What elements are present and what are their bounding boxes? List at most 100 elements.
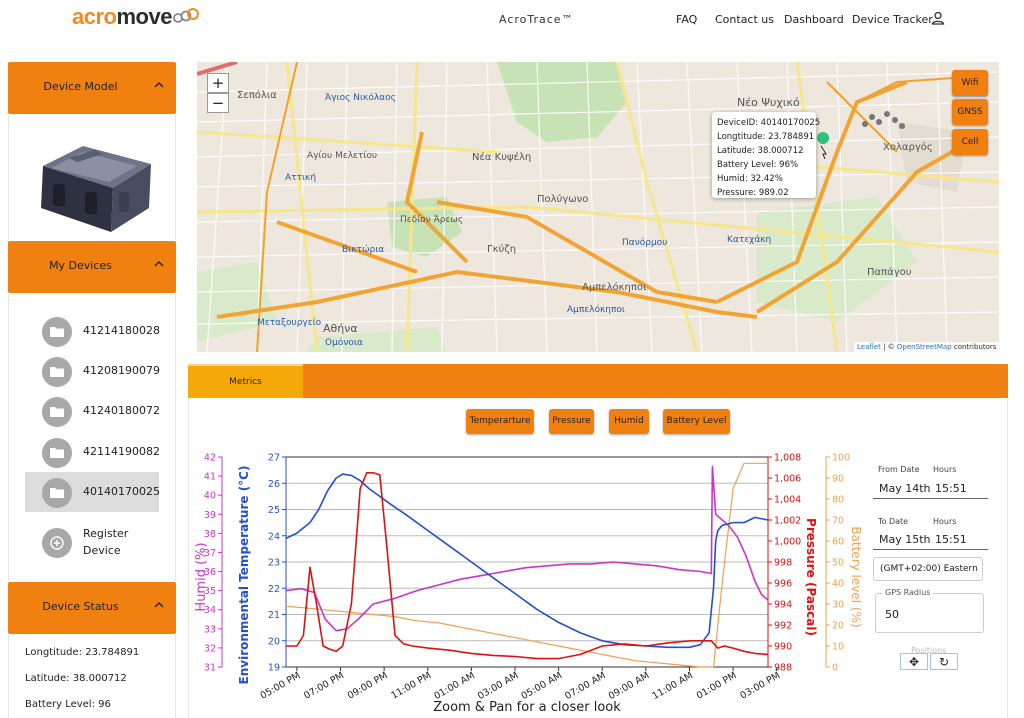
tooltip-device-id: DeviceID: 40140170025 — [717, 118, 821, 128]
humid-axis-tick-label: 41 — [204, 472, 216, 483]
pressure-axis-title: Pressure (Pascal) — [804, 518, 818, 636]
from-time-input[interactable]: 15:51 — [935, 482, 967, 495]
map-view[interactable]: Νέο Ψυχικό Νέα Κυψέλη Πολύγωνο Γκύζη Αμπ… — [197, 62, 999, 352]
pressure-axis-tick-label: 1,000 — [774, 537, 801, 548]
x-tick-label: 09:00 PM — [346, 670, 390, 702]
add-icon — [42, 528, 72, 558]
battery-level-button[interactable]: Battery Level — [663, 409, 730, 434]
humid-axis-tick-label: 31 — [204, 663, 216, 674]
svg-text:Αμπελόκηποι: Αμπελόκηποι — [582, 281, 647, 293]
humid-series-line — [285, 465, 769, 632]
tooltip-pressure: Pressure: 989.02 — [717, 188, 789, 198]
wifi-layer-button[interactable]: Wifi — [952, 70, 988, 96]
cell-layer-button[interactable]: Cell — [952, 129, 988, 155]
reset-zoom-icon[interactable]: ↻ — [930, 653, 958, 670]
battery-series-line — [285, 462, 768, 668]
humid-axis-tick-label: 33 — [204, 624, 216, 635]
battery-axis-tick-label: 80 — [832, 495, 844, 506]
x-tick-label: 01:00 PM — [695, 670, 739, 702]
nav-faq[interactable]: FAQ — [676, 13, 698, 26]
tab-metrics-label: Metrics — [229, 377, 262, 387]
top-header: acromove AcroTrace™ FAQ Contact us Dashb… — [0, 0, 1024, 44]
device-item[interactable]: 41240180072 — [25, 391, 160, 431]
to-date-input[interactable]: May 15th — [879, 533, 931, 546]
battery-axis-tick-label: 20 — [832, 621, 844, 632]
device-model-title: Device Model — [43, 80, 118, 93]
folder-icon — [42, 438, 72, 468]
zoom-out-button[interactable]: − — [207, 93, 229, 113]
svg-text:Χολαργός: Χολαργός — [883, 141, 933, 153]
svg-text:Αμπελόκηποι: Αμπελόκηποι — [567, 304, 625, 315]
from-date-input[interactable]: May 14th — [879, 482, 931, 495]
svg-text:Άγιος Νικόλαος: Άγιος Νικόλαος — [325, 92, 396, 103]
my-devices-header[interactable]: My Devices — [8, 241, 176, 293]
humid-axis-tick-label: 37 — [204, 548, 216, 559]
device-item[interactable]: 41214180028 — [25, 311, 160, 351]
device-status-title: Device Status — [42, 600, 119, 613]
pressure-button[interactable]: Pressure — [549, 409, 594, 434]
map-tiles: Νέο Ψυχικό Νέα Κυψέλη Πολύγωνο Γκύζη Αμπ… — [197, 62, 999, 352]
to-date-label: To Date — [878, 517, 909, 526]
chevron-up-icon[interactable] — [154, 260, 164, 267]
svg-text:Ομόνοια: Ομόνοια — [325, 337, 363, 348]
app-title: AcroTrace™ — [499, 13, 574, 26]
status-battery: Battery Level: 96 — [25, 699, 111, 710]
register-device-button[interactable]: Register Device — [25, 524, 159, 562]
brand-logo[interactable]: acromove — [72, 4, 172, 30]
device-tooltip: DeviceID: 40140170025 Longtitude: 23.784… — [712, 112, 821, 198]
pressure-axis-tick-label: 990 — [774, 642, 792, 653]
pressure-axis-tick-label: 1,008 — [774, 453, 801, 464]
device-status-header[interactable]: Device Status — [8, 582, 176, 634]
svg-text:Αθήνα: Αθήνα — [323, 322, 358, 335]
timezone-select[interactable]: (GMT+02:00) Eastern — [873, 557, 983, 581]
tab-metrics[interactable]: Metrics — [188, 364, 303, 398]
leaflet-link[interactable]: Leaflet — [857, 343, 881, 351]
pan-icon[interactable]: ✥ — [900, 653, 928, 670]
chart-axis-titles: Humid (%) Environmental Temperature (°C)… — [194, 466, 863, 715]
x-tick-label: 09:00 AM — [607, 670, 652, 702]
pressure-axis-tick-label: 996 — [774, 579, 792, 590]
status-latitude: Latitude: 38.000712 — [25, 673, 127, 684]
nav-device-tracker[interactable]: Device Tracker — [852, 13, 933, 26]
humid-axis-tick-label: 34 — [204, 605, 216, 616]
chevron-up-icon[interactable] — [154, 81, 164, 88]
gps-radius-value[interactable]: 50 — [885, 608, 899, 621]
svg-text:Μεταξουργείο: Μεταξουργείο — [257, 318, 322, 328]
device-id-label: 41240180072 — [83, 404, 160, 417]
zoom-in-button[interactable]: + — [207, 73, 229, 93]
gnss-layer-button[interactable]: GNSS — [952, 99, 988, 125]
battery-axis-tick-label: 70 — [832, 516, 844, 527]
device-item[interactable]: 41208190079 — [25, 351, 160, 391]
osm-link[interactable]: OpenStreetMap — [896, 343, 952, 351]
pressure-axis-tick-label: 988 — [774, 663, 792, 674]
humid-button[interactable]: Humid — [609, 409, 649, 434]
x-tick-label: 05:00 PM — [259, 670, 303, 702]
svg-text:Νέα Κυψέλη: Νέα Κυψέλη — [472, 151, 531, 163]
battery-axis-title: Battery level (%) — [849, 526, 863, 627]
chart-lines — [285, 462, 769, 668]
device-item-selected[interactable]: 40140170025 — [25, 472, 160, 512]
battery-axis-tick-label: 10 — [832, 642, 844, 653]
pressure-axis-tick-label: 992 — [774, 621, 792, 632]
device-model-panel — [8, 114, 176, 240]
metrics-chart[interactable]: 31 32 33 34 35 36 37 38 39 40 41 42 19 20 21 22 23 24 25 26… — [190, 440, 870, 718]
battery-axis-tick-label: 40 — [832, 579, 844, 590]
nav-contact[interactable]: Contact us — [715, 13, 774, 26]
folder-icon — [42, 397, 72, 427]
svg-text:Σεπόλια: Σεπόλια — [237, 89, 277, 101]
to-time-input[interactable]: 15:51 — [935, 533, 967, 546]
device-item[interactable]: 42114190082 — [25, 432, 160, 472]
logo-rings-icon — [173, 8, 199, 23]
metrics-panel — [188, 398, 1008, 718]
humid-axis-tick-label: 36 — [204, 567, 216, 578]
battery-axis-tick-label: 60 — [832, 537, 844, 548]
temperature-axis-tick-label: 23 — [268, 558, 280, 569]
user-icon[interactable] — [931, 11, 945, 25]
chevron-up-icon[interactable] — [154, 601, 164, 608]
device-model-header[interactable]: Device Model — [8, 62, 176, 114]
battery-axis-tick-label: 0 — [832, 663, 838, 674]
x-tick-label: 11:00 AM — [650, 670, 695, 702]
pressure-axis-tick-label: 1,002 — [774, 516, 801, 527]
nav-dashboard[interactable]: Dashboard — [784, 13, 844, 26]
temperature-button[interactable]: Temperarture — [466, 409, 534, 434]
